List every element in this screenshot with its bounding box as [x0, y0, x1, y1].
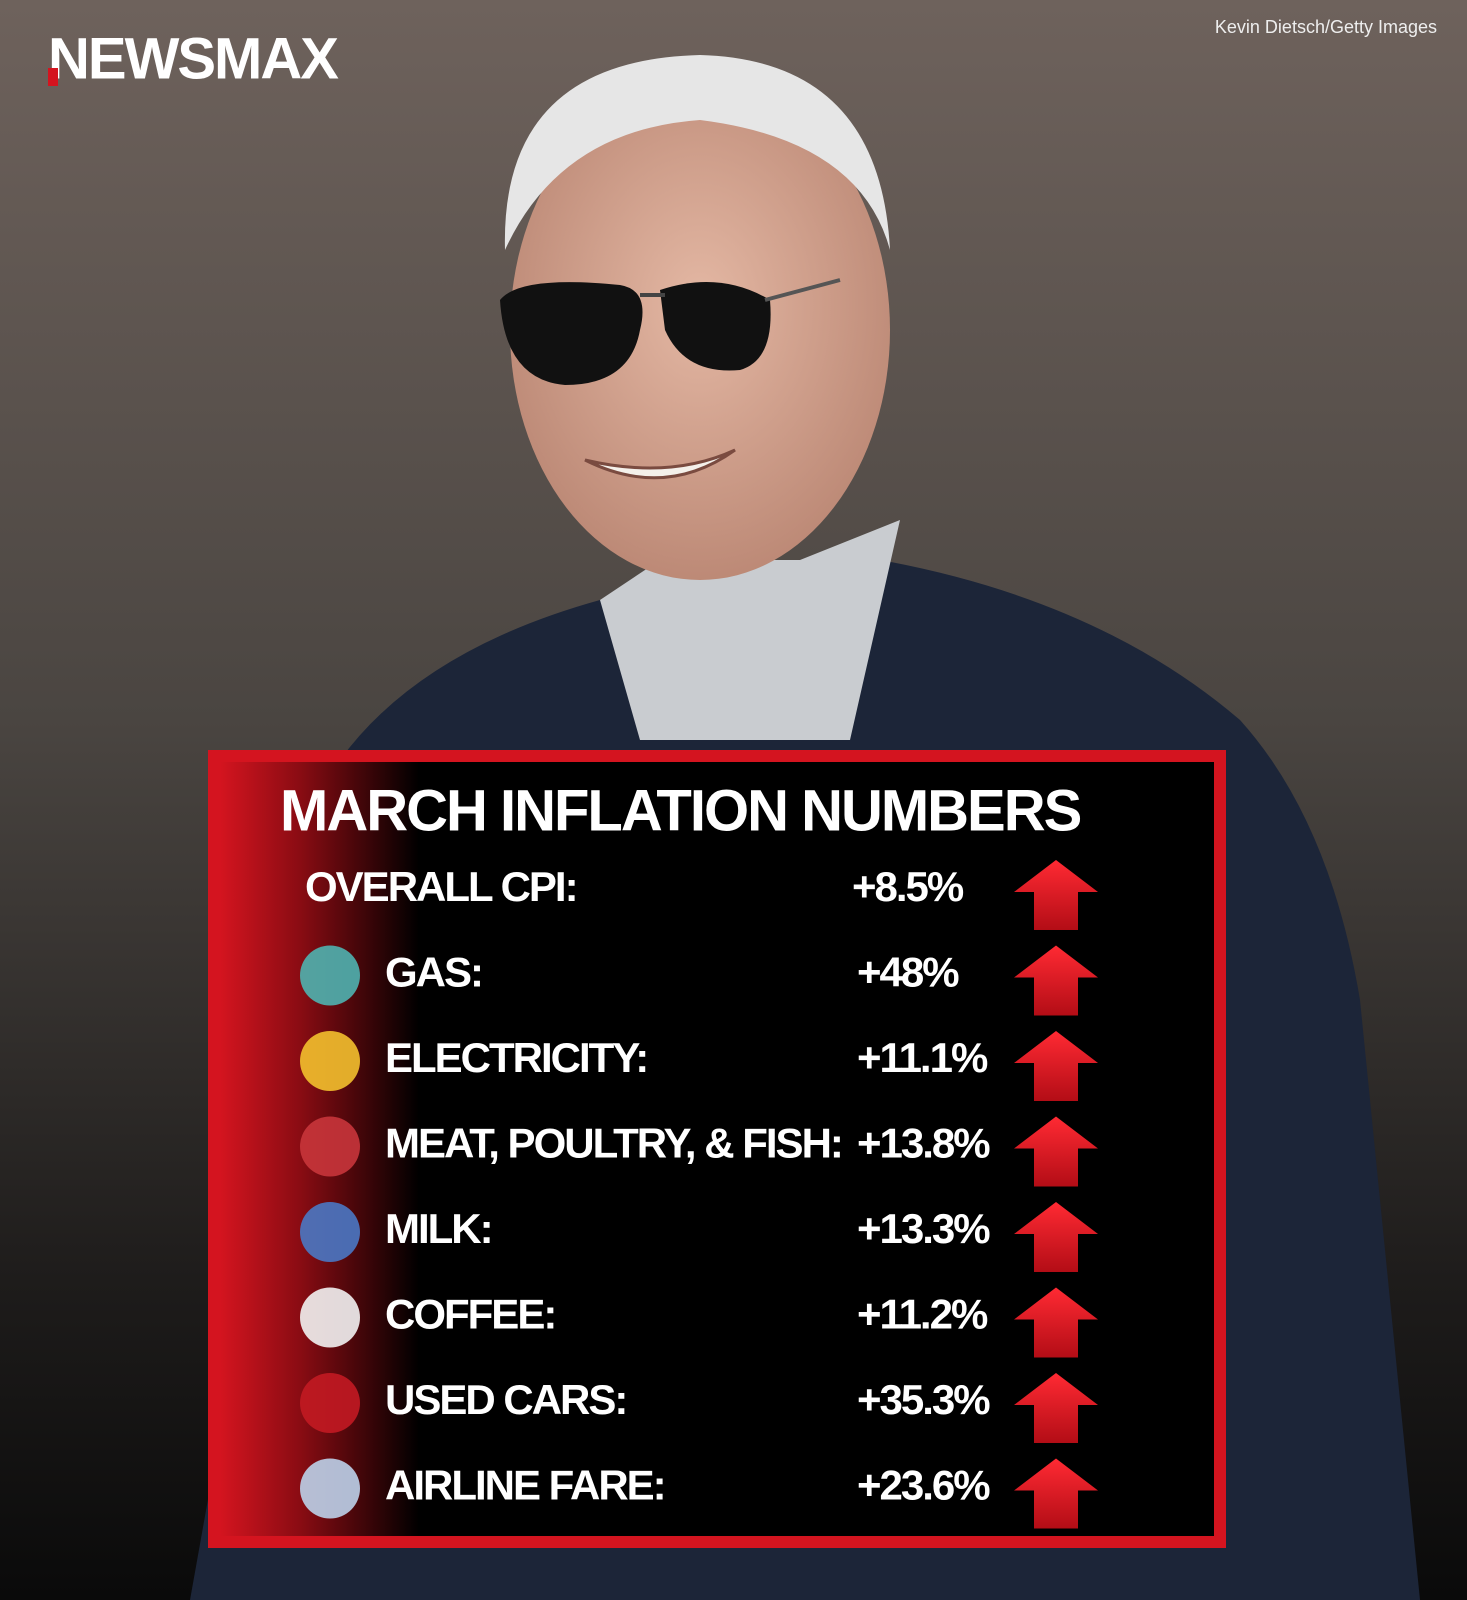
- up-arrow: [1014, 1031, 1098, 1101]
- hair: [504, 55, 890, 250]
- up-arrow: [1014, 860, 1098, 930]
- up-arrow: [1014, 1202, 1098, 1272]
- up-arrow: [1014, 1116, 1098, 1187]
- row-label: USED CARS:: [385, 1376, 626, 1423]
- row-icon: [300, 945, 360, 1006]
- row-icon: [300, 1373, 360, 1433]
- row-icon: [300, 1202, 360, 1262]
- row-value: +13.3%: [857, 1205, 990, 1252]
- row-value: +11.1%: [857, 1034, 988, 1081]
- row-icon: [300, 1458, 360, 1519]
- logo-accent: [48, 68, 58, 86]
- row-value: +8.5%: [852, 863, 964, 910]
- photo-credit: Kevin Dietsch/Getty Images: [1215, 17, 1437, 37]
- panel-title: MARCH INFLATION NUMBERS: [280, 778, 1081, 843]
- row-value: +13.8%: [857, 1120, 990, 1167]
- sunglasses-left: [500, 282, 643, 385]
- row-label: ELECTRICITY:: [385, 1034, 647, 1081]
- logo: NEWSMAX: [48, 26, 339, 91]
- row-label: OVERALL CPI:: [305, 863, 577, 910]
- sunglasses-arm: [764, 278, 841, 302]
- sunglasses-right: [660, 282, 771, 371]
- smile: [584, 448, 736, 480]
- rows: OVERALL CPI: +8.5% GAS: +48% ELECTRICITY: +11…: [300, 860, 1098, 1529]
- row-label: GAS:: [385, 949, 482, 996]
- row-label: AIRLINE FARE:: [385, 1462, 665, 1509]
- up-arrow: [1014, 1287, 1098, 1358]
- row-value: +35.3%: [857, 1376, 990, 1423]
- row-label: MEAT, POULTRY, & FISH:: [385, 1120, 842, 1167]
- row-value: +23.6%: [857, 1462, 990, 1509]
- row-label: COFFEE:: [385, 1291, 555, 1338]
- row-icon: [300, 1031, 360, 1091]
- row-value: +11.2%: [857, 1291, 988, 1338]
- up-arrow: [1014, 1373, 1098, 1443]
- up-arrow: [1014, 945, 1098, 1016]
- row-value: +48%: [857, 949, 959, 996]
- row-icon: [300, 1116, 360, 1177]
- row-icon: [300, 1287, 360, 1348]
- row-label: MILK:: [385, 1205, 492, 1252]
- up-arrow: [1014, 1458, 1098, 1529]
